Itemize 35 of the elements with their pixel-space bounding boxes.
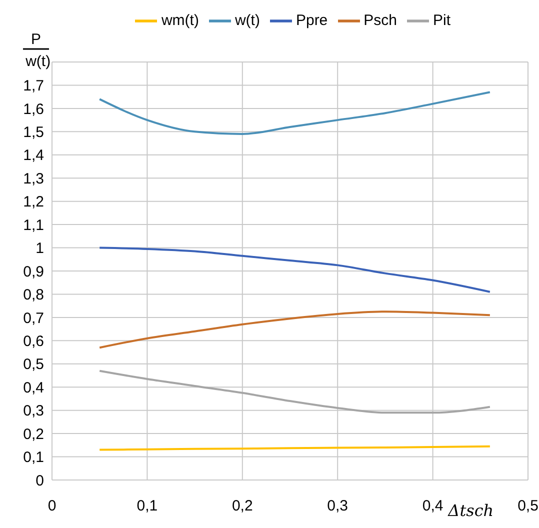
y-tick-label: 1,5 <box>23 124 44 141</box>
y-tick-label: 0 <box>36 472 44 490</box>
x-axis-title: Δtsch <box>447 501 494 520</box>
y-tick-label: 0,8 <box>23 286 44 304</box>
y-tick-label: 0,7 <box>23 310 44 327</box>
x-tick-label: 0,3 <box>327 498 348 515</box>
legend-label: wm(t) <box>161 12 199 29</box>
x-tick-label: 0,1 <box>136 498 158 515</box>
y-tick-label: 1,3 <box>23 170 44 188</box>
y-tick-label: 1 <box>36 240 44 258</box>
y-tick-label: 1,1 <box>23 216 44 234</box>
y-tick-label: 0,9 <box>23 263 44 280</box>
line-series <box>98 246 491 293</box>
legend-label: Psch <box>364 12 398 29</box>
y-tick-label: 0,3 <box>23 402 44 420</box>
x-tick-label: 0,4 <box>422 498 444 515</box>
y-tick-label: 1,2 <box>23 194 44 211</box>
line-series <box>98 370 491 414</box>
legend-label: w(t) <box>234 12 260 29</box>
line-series <box>98 91 491 135</box>
y-tick-label: 0,1 <box>23 449 44 466</box>
y-tick-label: 1,4 <box>23 147 44 164</box>
y-tick-label: 0,5 <box>23 356 44 374</box>
line-series <box>98 310 491 349</box>
x-tick-label: 0,5 <box>518 498 538 515</box>
legend-label: Pit <box>433 12 451 29</box>
x-tick-label: 0,2 <box>232 498 253 515</box>
y-tick-label: 1,6 <box>23 100 44 118</box>
y-axis-title: P w(t) <box>21 31 51 70</box>
y-tick-label: 0,6 <box>23 332 44 350</box>
x-tick-label: 0 <box>48 498 56 515</box>
y-tick-label: 0,2 <box>23 426 44 443</box>
y-tick-label: 0,4 <box>23 379 44 396</box>
y-tick-label: 1,7 <box>23 78 44 95</box>
legend-label: Ppre <box>296 12 328 29</box>
